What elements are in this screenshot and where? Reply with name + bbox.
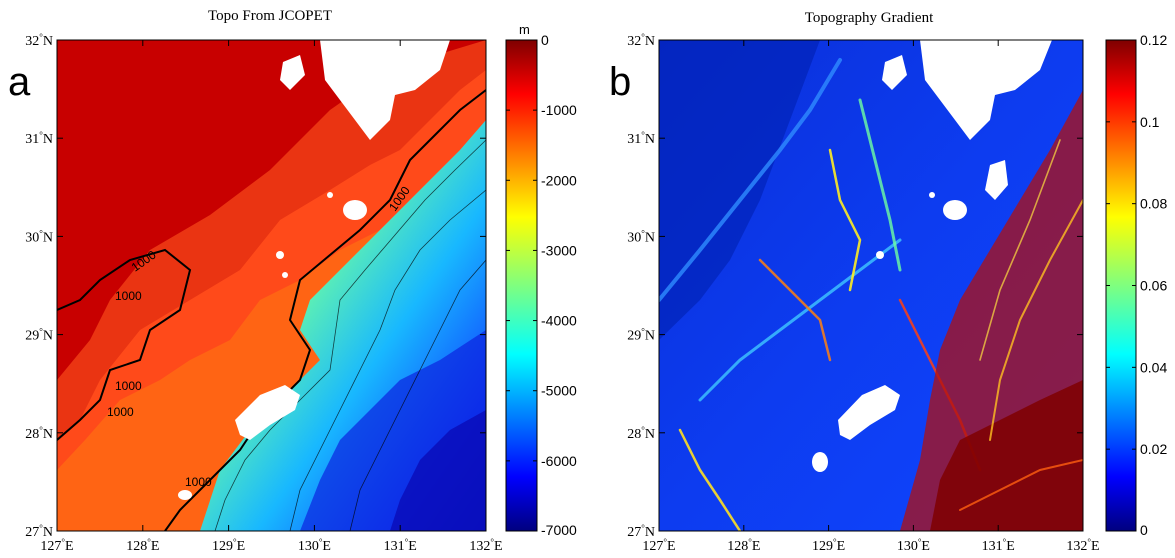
colorbar-tick-label: -3000 [541, 242, 577, 258]
x-tick-label: 130°E [298, 537, 331, 554]
colorbar-tick-label: 0.1 [1140, 114, 1160, 130]
panel-a-trench [390, 410, 486, 531]
colorbar-tick-label: 0.04 [1140, 359, 1167, 375]
colorbar-tick-label: -7000 [541, 522, 577, 538]
y-tick-label: 27°N [627, 523, 655, 540]
panel-a-contour-thin [214, 139, 486, 531]
x-tick-label: 127°E [642, 537, 675, 554]
x-tick-label: 129°E [812, 537, 845, 554]
y-tick-label: 32°N [627, 32, 655, 49]
panel-b-low-gradient [659, 40, 820, 340]
panel-label-b: b [609, 60, 632, 104]
panel-label-a: a [8, 60, 31, 104]
x-tick-label: 129°E [212, 537, 245, 554]
x-tick-label: 128°E [126, 537, 159, 554]
colorbar-tick-label: 0 [1140, 522, 1148, 538]
contour-label: 1000 [185, 475, 212, 489]
panel-b-map [659, 40, 1083, 531]
x-tick-label: 132°E [1066, 537, 1099, 554]
x-tick-label: 131°E [982, 537, 1015, 554]
y-tick-label: 32°N [25, 32, 53, 49]
contour-label: 1000 [115, 379, 142, 393]
title-topo: Topo From JCOPET [208, 8, 332, 24]
panel-b-highest-gradient [930, 380, 1083, 531]
panel-a-land [178, 40, 450, 500]
x-tick-label: 131°E [384, 537, 417, 554]
panel-b-axes: 127°E 128°E 129°E 130°E 131°E 132°E 27°N 28°N 29… [627, 32, 1099, 554]
y-tick-label: 31°N [25, 130, 53, 147]
colorbar-tick-label: -6000 [541, 453, 577, 469]
panel-a-contour-1000-west [57, 248, 192, 441]
x-tick-label: 132°E [469, 537, 502, 554]
y-tick-label: 28°N [627, 425, 655, 442]
x-tick-label: 127°E [40, 537, 73, 554]
y-tick-label: 27°N [25, 523, 53, 540]
y-tick-label: 31°N [627, 130, 655, 147]
panel-a-frame [56, 39, 487, 532]
colorbar-tick-label: -2000 [541, 172, 577, 188]
contour-label: 1000 [115, 289, 142, 303]
colorbar-b [1105, 39, 1137, 532]
y-tick-label: 29°N [627, 327, 655, 344]
y-tick-label: 30°N [25, 228, 53, 245]
y-tick-label: 29°N [25, 327, 53, 344]
colorbar-a-ticks: 0 -1000 -2000 -3000 -4000 -5000 -6000 -7000 [506, 32, 577, 538]
panel-a-map: 1000 1000 1000 1000 1000 1000 [57, 40, 486, 531]
panel-b-slope-streaks [959, 139, 1083, 511]
y-tick-label: 30°N [627, 228, 655, 245]
colorbar-tick-label: 0.12 [1140, 32, 1167, 48]
panel-b-land [812, 40, 1052, 472]
x-tick-label: 130°E [897, 537, 930, 554]
panel-a-contour-1000 [164, 89, 486, 531]
colorbar-a [505, 39, 538, 532]
colorbar-tick-label: 0.02 [1140, 441, 1167, 457]
colorbar-b-ticks: 0.12 0.1 0.08 0.06 0.04 0.02 0 [1106, 32, 1167, 538]
colorbar-tick-label: -1000 [541, 102, 577, 118]
contour-label: 1000 [107, 405, 134, 419]
colorbar-tick-label: 0.08 [1140, 196, 1167, 212]
y-tick-label: 28°N [25, 425, 53, 442]
colorbar-tick-label: 0.06 [1140, 278, 1167, 294]
colorbar-a-unit: m [519, 22, 530, 37]
panel-b-frame [658, 39, 1084, 532]
panel-a-axes: 127°E 128°E 129°E 130°E 131°E 132°E 27°N 28°N 29… [25, 32, 502, 554]
colorbar-tick-label: -4000 [541, 313, 577, 329]
colorbar-tick-label: -5000 [541, 383, 577, 399]
x-tick-label: 128°E [727, 537, 760, 554]
title-gradient: Topography Gradient [804, 10, 934, 26]
colorbar-tick-label: 0 [541, 32, 549, 48]
